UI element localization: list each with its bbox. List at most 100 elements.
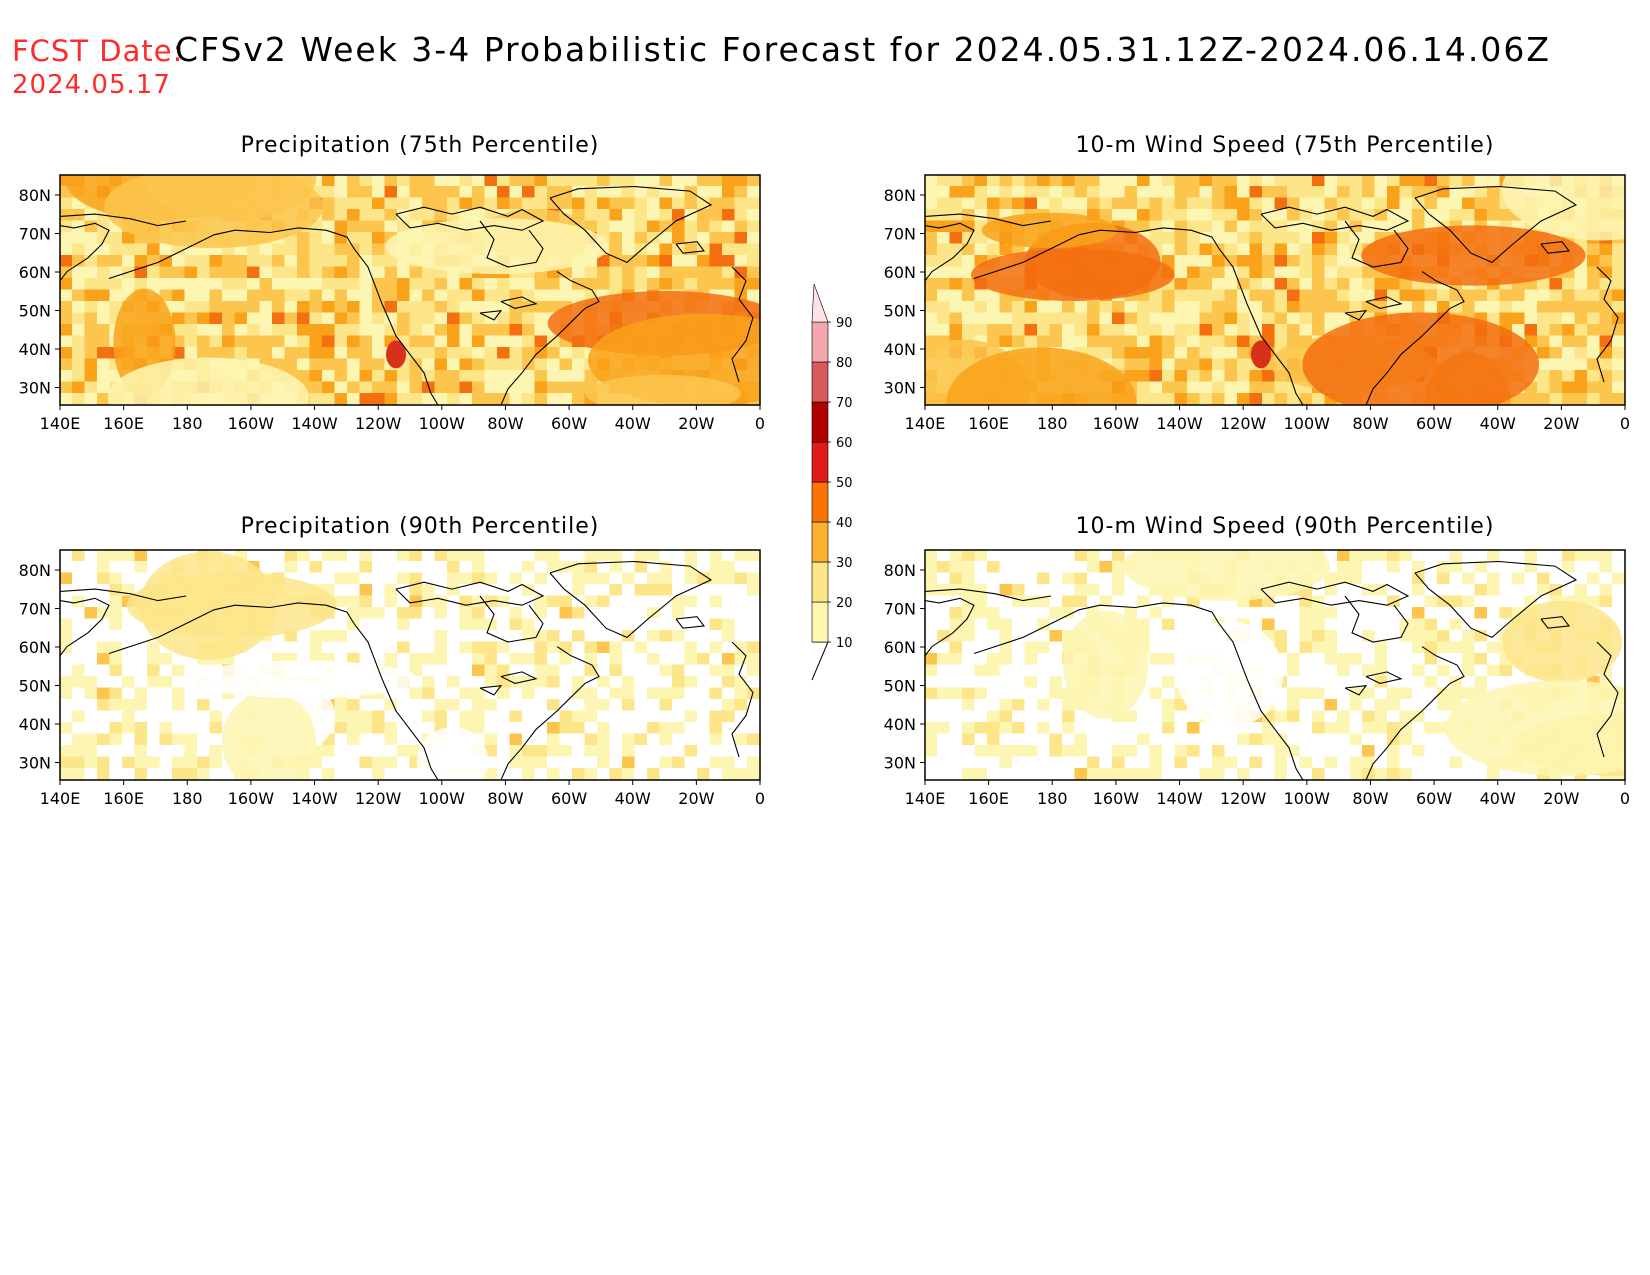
shading-cell: [1262, 393, 1276, 405]
shading-cell: [734, 641, 748, 654]
shading-cell: [1112, 335, 1126, 348]
shading-cell: [622, 607, 636, 620]
shading-cell: [397, 710, 411, 723]
shading-cell: [1337, 618, 1351, 631]
shading-cell: [359, 710, 373, 723]
shading-cell: [422, 607, 436, 620]
shading-cell: [697, 175, 711, 187]
shading-cell: [925, 745, 938, 758]
shading-blob: [416, 727, 489, 780]
shading-cell: [559, 687, 573, 700]
shading-cell: [659, 175, 673, 187]
shading-cell: [334, 733, 348, 746]
shading-cell: [297, 232, 311, 245]
shading-cell: [334, 381, 348, 394]
shading-cell: [372, 722, 386, 735]
shading-cell: [1312, 687, 1326, 700]
shading-cell: [925, 197, 938, 210]
shading-cell: [925, 186, 938, 199]
shading-cell: [1349, 278, 1363, 291]
panel-title-wind75: 10-m Wind Speed (75th Percentile): [1075, 133, 1495, 158]
shading-cell: [684, 733, 698, 746]
shading-cell: [534, 175, 548, 187]
panel-title-precip90: Precipitation (90th Percentile): [240, 514, 600, 539]
shading-cell: [1174, 630, 1188, 643]
shading-cell: [259, 324, 273, 337]
shading-cell: [1212, 347, 1226, 360]
shading-cell: [734, 618, 748, 631]
shading-cell: [1062, 756, 1076, 769]
shading-cell: [747, 630, 760, 643]
lon-label: 0: [1620, 414, 1630, 433]
shading-cell: [372, 186, 386, 199]
shading-cell: [747, 676, 760, 689]
shading-cell: [472, 607, 486, 620]
shading-cell: [134, 561, 148, 574]
shading-cell: [622, 653, 636, 666]
shading-cell: [1237, 324, 1251, 337]
shading-cell: [197, 756, 211, 769]
shading-cell: [72, 381, 86, 394]
shading-cell: [1187, 347, 1201, 360]
shading-cell: [1387, 175, 1401, 187]
shading-cell: [1199, 745, 1213, 758]
shading-cell: [1524, 393, 1538, 405]
shading-cell: [647, 584, 661, 597]
shading-cell: [84, 289, 98, 302]
shading-cell: [584, 278, 598, 291]
shading-cell: [272, 324, 286, 337]
lat-label: 70N: [19, 600, 51, 619]
shading-blob: [1501, 175, 1625, 241]
shading-cell: [962, 687, 976, 700]
shading-cell: [272, 312, 286, 325]
shading-cell: [925, 699, 938, 712]
shading-cell: [1212, 335, 1226, 348]
shading-cell: [1162, 664, 1176, 677]
shading-cell: [999, 630, 1013, 643]
shading-cell: [434, 584, 448, 597]
shading-cell: [72, 618, 86, 631]
shading-cell: [247, 312, 261, 325]
shading-cell: [122, 618, 136, 631]
shading-cell: [999, 301, 1013, 314]
shading-cell: [974, 209, 988, 222]
shading-cell: [1412, 756, 1426, 769]
shading-cell: [359, 595, 373, 608]
shading-cell: [447, 289, 461, 302]
shading-cell: [459, 653, 473, 666]
shading-cell: [372, 312, 386, 325]
shading-cell: [97, 358, 111, 371]
shading-cell: [747, 175, 760, 187]
shading-cell: [1187, 745, 1201, 758]
lat-label: 30N: [884, 754, 916, 773]
shading-cell: [134, 266, 148, 279]
shading-cell: [334, 630, 348, 643]
shading-cell: [1424, 745, 1438, 758]
shading-cell: [1424, 175, 1438, 187]
shading-cell: [1162, 676, 1176, 689]
shading-cell: [60, 733, 73, 746]
shading-cell: [962, 278, 976, 291]
shading-cell: [987, 595, 1001, 608]
shading-cell: [434, 381, 448, 394]
shading-cell: [322, 618, 336, 631]
shading-cell: [1024, 630, 1038, 643]
shading-cell: [447, 572, 461, 585]
shading-cell: [697, 710, 711, 723]
shading-cell: [1149, 756, 1163, 769]
shading-cell: [309, 550, 323, 562]
shading-cell: [459, 278, 473, 291]
shading-cell: [447, 641, 461, 654]
shading-cell: [1112, 733, 1126, 746]
shading-cell: [1237, 255, 1251, 268]
shading-cell: [509, 381, 523, 394]
shading-cell: [1287, 745, 1301, 758]
shading-cell: [1224, 278, 1238, 291]
shading-cell: [84, 209, 98, 222]
shading-cell: [409, 381, 423, 394]
shading-cell: [1424, 289, 1438, 302]
shading-cell: [122, 768, 136, 780]
colorbar-label: 50: [836, 476, 853, 491]
shading-cell: [1462, 756, 1476, 769]
shading-cell: [1337, 710, 1351, 723]
